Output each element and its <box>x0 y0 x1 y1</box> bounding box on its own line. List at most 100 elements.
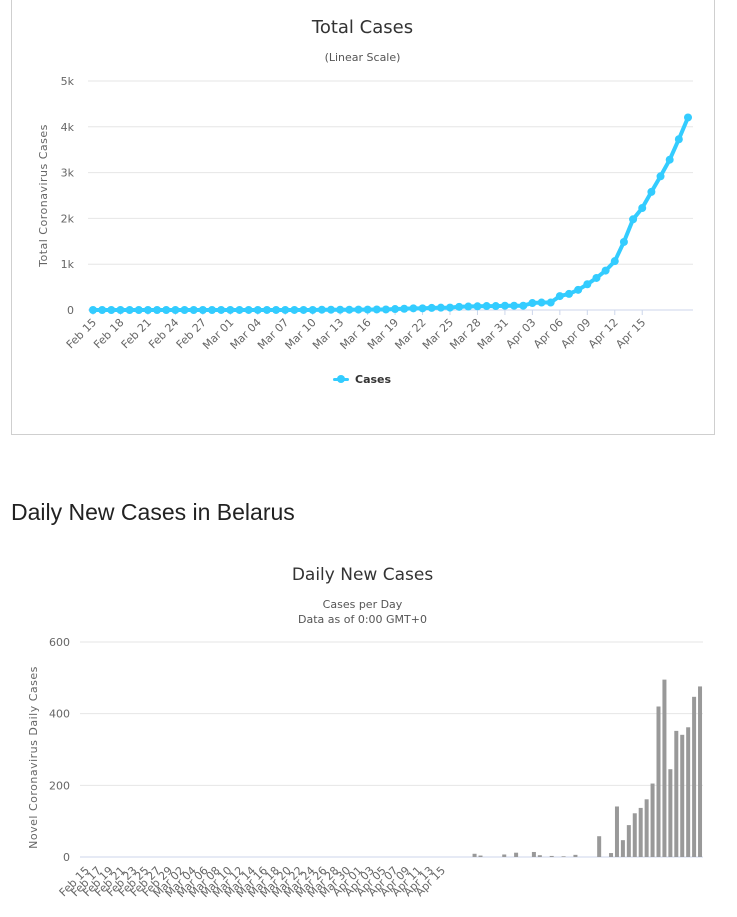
data-point <box>89 306 97 314</box>
data-point <box>235 305 244 314</box>
data-point <box>656 172 665 181</box>
bar <box>662 679 667 857</box>
data-point <box>427 303 436 312</box>
bar <box>650 783 655 857</box>
data-point <box>336 305 345 314</box>
total-cases-subtitle: (Linear Scale) <box>324 51 401 64</box>
bar <box>656 706 661 857</box>
y-tick-label: 4k <box>61 121 75 134</box>
data-point <box>153 306 162 314</box>
data-point <box>327 305 335 314</box>
bar <box>609 853 614 857</box>
data-point <box>592 273 601 282</box>
bar <box>614 806 619 857</box>
data-point <box>281 305 290 314</box>
data-point <box>409 304 418 313</box>
data-point <box>217 305 226 314</box>
bar <box>680 734 685 857</box>
bar <box>686 727 691 857</box>
bar <box>644 799 649 857</box>
daily-cases-title: Daily New Cases <box>291 565 434 585</box>
data-point <box>134 306 143 314</box>
y-axis-title: Total Coronavirus Cases <box>37 124 50 268</box>
total-cases-panel <box>11 0 715 435</box>
bar <box>692 696 697 857</box>
section-heading: Daily New Cases in Belarus <box>11 499 295 525</box>
y-axis-title: Novel Coronavirus Daily Cases <box>27 666 40 849</box>
bar <box>638 807 643 857</box>
bar <box>472 853 477 857</box>
data-point <box>363 305 372 314</box>
data-point <box>272 305 281 314</box>
data-point <box>629 215 638 224</box>
data-point <box>345 305 354 314</box>
bar <box>561 856 566 857</box>
data-point <box>391 305 400 314</box>
data-point <box>619 237 628 246</box>
y-tick-label: 200 <box>49 779 70 792</box>
data-point <box>436 303 445 312</box>
bar <box>531 851 536 857</box>
bar <box>698 686 703 857</box>
data-point <box>674 135 683 144</box>
bar <box>620 840 625 857</box>
bar <box>478 855 483 857</box>
data-point <box>446 303 454 312</box>
legend-marker-icon <box>333 374 349 384</box>
data-point <box>226 305 235 314</box>
bar <box>674 730 679 857</box>
data-point <box>244 305 253 314</box>
y-tick-label: 400 <box>49 708 70 721</box>
data-point <box>262 305 271 314</box>
bar <box>514 852 519 857</box>
data-point <box>171 306 180 314</box>
data-point <box>372 305 381 314</box>
data-point <box>290 305 299 314</box>
data-point <box>500 301 509 310</box>
bar <box>632 813 637 857</box>
data-point <box>665 155 674 164</box>
data-point <box>510 301 519 310</box>
data-point <box>537 298 546 307</box>
data-point <box>546 298 555 307</box>
data-point <box>684 113 692 122</box>
data-point <box>381 305 390 314</box>
y-tick-label: 5k <box>61 75 75 88</box>
bar <box>537 855 542 857</box>
bar <box>502 854 507 857</box>
data-point <box>565 289 573 298</box>
legend-label: Cases <box>355 372 392 386</box>
data-point <box>418 304 427 313</box>
bar <box>549 855 554 857</box>
data-point <box>189 306 198 314</box>
data-point <box>601 266 610 275</box>
data-point <box>143 306 152 314</box>
data-point <box>482 302 491 311</box>
data-point <box>308 305 317 314</box>
data-point <box>317 305 326 314</box>
legend-cases[interactable]: Cases <box>333 371 391 387</box>
y-tick-label: 0 <box>67 304 74 317</box>
data-point <box>180 306 189 314</box>
bar <box>597 836 602 857</box>
data-point <box>107 306 116 314</box>
y-tick-label: 2k <box>61 212 75 225</box>
data-point <box>354 305 363 314</box>
data-point <box>455 302 464 311</box>
y-tick-label: 1k <box>61 258 75 271</box>
bar <box>668 769 673 857</box>
data-point <box>647 187 656 196</box>
data-point <box>162 306 171 314</box>
data-point <box>125 306 134 314</box>
daily-cases-subtitle: Cases per Day <box>322 598 403 611</box>
data-point <box>574 285 583 294</box>
data-point <box>198 306 207 314</box>
y-tick-label: 3k <box>61 167 75 180</box>
data-point <box>464 302 473 311</box>
data-point <box>555 292 564 301</box>
data-point <box>583 280 592 289</box>
total-cases-title: Total Cases <box>311 17 414 38</box>
data-point <box>299 305 308 314</box>
